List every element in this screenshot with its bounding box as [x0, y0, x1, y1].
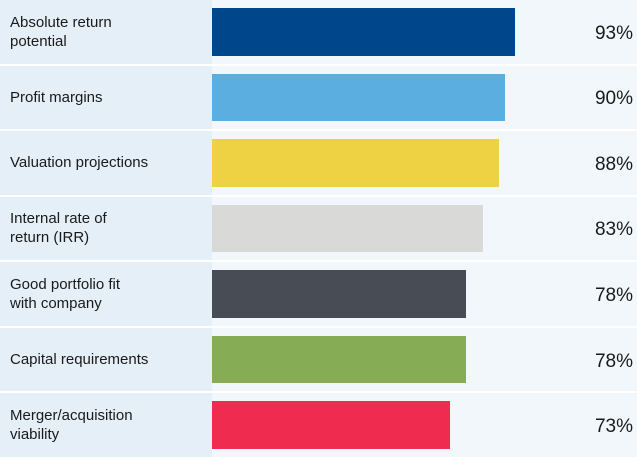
bar [212, 139, 499, 187]
bar [212, 204, 483, 253]
category-label: Internal rate of return (IRR) [10, 210, 107, 247]
category-label: Valuation projections [10, 154, 149, 172]
value-label: 90% [594, 88, 633, 110]
value-label: 78% [594, 285, 633, 307]
value-label: 93% [594, 22, 633, 44]
value-label: 88% [594, 153, 633, 175]
category-label: Absolute return potential [10, 13, 112, 50]
row: Good portfolio fit with company 78% [0, 262, 637, 326]
value-label: 83% [594, 219, 633, 241]
row: Capital requirements 78% [0, 327, 637, 392]
bar [212, 73, 506, 122]
bar [212, 335, 467, 384]
row: Valuation projections 88% [0, 131, 637, 195]
category-label: Capital requirements [10, 351, 149, 369]
row: Absolute return potential 93% [0, 0, 637, 64]
value-label: 78% [594, 350, 633, 372]
row: Merger/acquisition viability 73% [0, 393, 637, 457]
bar [212, 270, 467, 318]
row: Profit margins 90% [0, 65, 637, 130]
category-label: Profit margins [10, 88, 103, 106]
bar [212, 8, 516, 56]
category-label: Good portfolio fit with company [10, 276, 121, 313]
category-label: Merger/acquisition viability [10, 407, 133, 444]
bar [212, 401, 450, 449]
value-label: 73% [594, 416, 633, 438]
row: Internal rate of return (IRR) 83% [0, 196, 637, 261]
